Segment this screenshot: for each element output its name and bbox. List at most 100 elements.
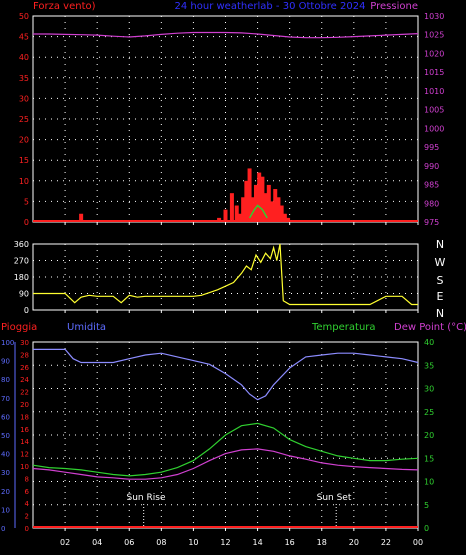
wind-bar (276, 197, 281, 222)
direction-axis-tick-label: 0 (24, 306, 29, 315)
direction-label-w: W (435, 256, 446, 269)
humidity-axis-tick-label: 30 (1, 469, 10, 477)
temperature-axis-tick-label: 5 (424, 501, 429, 510)
temperature-axis-tick-label: 40 (424, 338, 434, 347)
temperature-axis-label: Temperatura (311, 322, 376, 333)
rain-axis-tick-label: 16 (20, 426, 29, 434)
pressure-axis-label: Pressione (370, 1, 418, 12)
gust-line (248, 204, 268, 219)
rain-axis-tick-label: 26 (20, 364, 29, 372)
direction-label-n-top: N (436, 238, 444, 251)
rain-axis-tick-label: 0 (25, 525, 29, 533)
pressure-axis-tick-label: 1020 (424, 49, 444, 58)
wind-bar (250, 197, 255, 222)
wind-axis-tick-label: 30 (19, 94, 29, 103)
rain-axis-tick-label: 8 (25, 475, 29, 483)
temperature-axis-tick-label: 10 (424, 478, 434, 487)
wind-bar (282, 213, 287, 222)
wind-bar (273, 189, 278, 222)
direction-axis-tick-label: 270 (14, 257, 29, 266)
rain-axis-tick-label: 18 (20, 413, 29, 421)
sun-rise-label: Sun Rise (127, 493, 166, 503)
wind-direction-line (33, 243, 418, 306)
temperature-line (32, 422, 419, 477)
temperature-axis-tick-label: 35 (424, 361, 434, 370)
pressure-axis-tick-label: 1000 (424, 124, 444, 133)
direction-axis-tick-label: 360 (14, 240, 29, 249)
wind-bar (270, 201, 275, 222)
humidity-axis-tick-label: 90 (1, 358, 10, 366)
direction-label-n-bottom: N (436, 307, 444, 320)
humidity-axis-label: Umidita (67, 322, 106, 333)
rain-axis-tick-label: 10 (20, 463, 29, 471)
x-tick-label: 20 (349, 538, 359, 547)
x-tick-label: 16 (285, 538, 295, 547)
humidity-axis-tick-label: 80 (1, 376, 10, 384)
pressure-line (33, 31, 419, 39)
rain-axis-tick-label: 22 (20, 389, 29, 397)
wind-axis-tick-label: 15 (19, 156, 29, 165)
direction-axis-tick-label: 180 (14, 273, 29, 282)
humidity-axis-tick-label: 10 (1, 506, 10, 514)
wind-bar (237, 213, 242, 222)
rain-axis-tick-label: 6 (25, 488, 30, 496)
wind-bar (244, 180, 249, 222)
wind-axis-label: Forza vento) (33, 1, 96, 12)
rain-axis-tick-label: 12 (20, 451, 29, 459)
x-tick-label: 02 (60, 538, 70, 547)
rain-axis-tick-label: 28 (20, 351, 29, 359)
wind-bar (260, 176, 265, 222)
humidity-axis-tick-label: 20 (1, 488, 10, 496)
x-tick-label: 14 (252, 538, 262, 547)
wind-axis-tick-label: 35 (19, 74, 29, 83)
temperature-axis-tick-label: 25 (424, 408, 434, 417)
dew-point-axis-label: Dew Point (°C) (394, 322, 466, 333)
wind-axis-tick-label: 20 (19, 136, 29, 145)
temperature-axis-tick-label: 30 (424, 385, 434, 394)
wind-bar (253, 184, 258, 222)
x-tick-label: 04 (92, 538, 102, 547)
dew-point-line (32, 448, 419, 480)
rain-axis-tick-label: 14 (20, 438, 29, 446)
rain-axis-tick-label: 2 (25, 513, 29, 521)
wind-bar (79, 213, 84, 222)
pressure-axis-tick-label: 1025 (424, 31, 444, 40)
wind-bar (286, 217, 291, 222)
humidity-axis-tick-label: 60 (1, 413, 10, 421)
rain-axis-tick-label: 30 (20, 339, 29, 347)
wind-axis-tick-label: 0 (24, 218, 29, 227)
pressure-axis-tick-label: 1030 (424, 12, 444, 21)
rain-axis-tick-label: 20 (20, 401, 29, 409)
direction-label-s: S (437, 274, 444, 287)
x-tick-label: 10 (188, 538, 198, 547)
wind-bar (247, 168, 252, 222)
wind-axis-tick-label: 45 (19, 33, 29, 42)
humidity-axis-tick-label: 40 (1, 451, 10, 459)
wind-bar (223, 209, 228, 222)
direction-axis-tick-label: 90 (19, 290, 29, 299)
chart-title: 24 hour weatherlab - 30 Ottobre 2024 (175, 1, 366, 12)
rain-axis-tick-label: 4 (25, 500, 30, 508)
wind-bar (266, 184, 271, 222)
rain-axis-label: Pioggia (1, 322, 37, 333)
humidity-line (33, 348, 419, 401)
pressure-axis-tick-label: 1015 (424, 68, 444, 77)
humidity-axis-tick-label: 70 (1, 395, 10, 403)
humidity-axis-tick-label: 0 (1, 525, 5, 533)
pressure-axis-tick-label: 980 (424, 199, 439, 208)
pressure-axis-tick-label: 1010 (424, 87, 444, 96)
wind-bar (241, 197, 246, 222)
wind-bar (279, 205, 284, 222)
x-tick-label: 18 (317, 538, 327, 547)
wind-axis-tick-label: 25 (19, 115, 29, 124)
pressure-axis-tick-label: 985 (424, 181, 439, 190)
temperature-axis-tick-label: 0 (424, 524, 429, 533)
x-tick-label: 06 (124, 538, 134, 547)
humidity-axis-tick-label: 100 (1, 339, 14, 347)
direction-label-e: E (437, 290, 444, 303)
wind-axis-tick-label: 50 (19, 12, 29, 21)
wind-axis-tick-label: 5 (24, 197, 29, 206)
wind-axis-tick-label: 10 (19, 177, 29, 186)
temperature-axis-tick-label: 15 (424, 454, 434, 463)
